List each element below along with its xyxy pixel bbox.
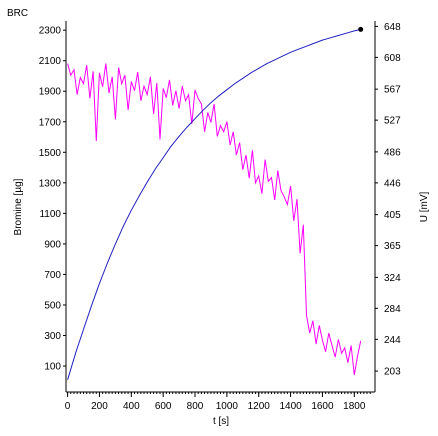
x-tick-label: 1200 (248, 401, 271, 412)
y-left-tick-label: 1900 (39, 87, 62, 98)
y-left-tick-label: 1300 (39, 178, 62, 189)
series-end-marker-bromine (358, 26, 364, 32)
x-tick-label: 600 (155, 401, 172, 412)
y-left-tick-label: 2100 (39, 56, 62, 67)
series-line-bromine (67, 28, 361, 380)
y-left-tick-label: 1700 (39, 117, 62, 128)
y-right-tick-label: 244 (384, 335, 401, 346)
x-axis-label: t [s] (213, 416, 229, 427)
y-right-tick-label: 284 (384, 304, 401, 315)
y-left-tick-label: 1500 (39, 148, 62, 159)
x-tick-label: 1600 (311, 401, 334, 412)
y-left-tick-label: 300 (44, 331, 61, 342)
y-axis-label-left: Bromine [µg] (13, 178, 24, 235)
x-tick-label: 800 (187, 401, 204, 412)
x-tick-label: 200 (91, 401, 108, 412)
x-tick-label: 1400 (279, 401, 302, 412)
chart-title: BRC (7, 8, 28, 19)
y-left-tick-label: 2300 (39, 26, 62, 37)
y-left-tick-label: 1100 (39, 209, 61, 220)
y-left-tick-label: 700 (44, 270, 61, 281)
y-right-tick-label: 608 (384, 53, 401, 64)
y-right-tick-label: 446 (384, 178, 401, 189)
y-left-tick-label: 900 (44, 239, 61, 250)
y-right-tick-label: 324 (384, 273, 401, 284)
y-right-tick-label: 203 (384, 367, 401, 378)
y-left-tick-label: 100 (44, 362, 61, 373)
x-tick-label: 1000 (216, 401, 239, 412)
y-right-tick-label: 567 (384, 85, 401, 96)
y-right-tick-label: 648 (384, 22, 401, 33)
series-line-voltage (67, 63, 362, 376)
x-tick-label: 0 (65, 401, 71, 412)
x-tick-label: 400 (123, 401, 140, 412)
x-tick-label: 1800 (343, 401, 366, 412)
y-left-tick-label: 500 (44, 300, 61, 311)
y-right-tick-label: 486 (384, 147, 401, 158)
y-right-ticks: 203 244 284 324 365 405 446 486 527 567 608 648 (375, 22, 401, 378)
y-right-tick-label: 527 (384, 116, 401, 127)
y-left-ticks: 100 300 500 700 900 1100 1300 1500 1700 1900 2100 2… (39, 26, 66, 373)
y-axis-label-right: U [mV] (419, 192, 430, 223)
x-ticks: 0 200 400 600 800 1000 1200 1400 1600 1800 (65, 392, 366, 412)
y-right-tick-label: 365 (384, 241, 401, 252)
y-right-tick-label: 405 (384, 210, 401, 221)
